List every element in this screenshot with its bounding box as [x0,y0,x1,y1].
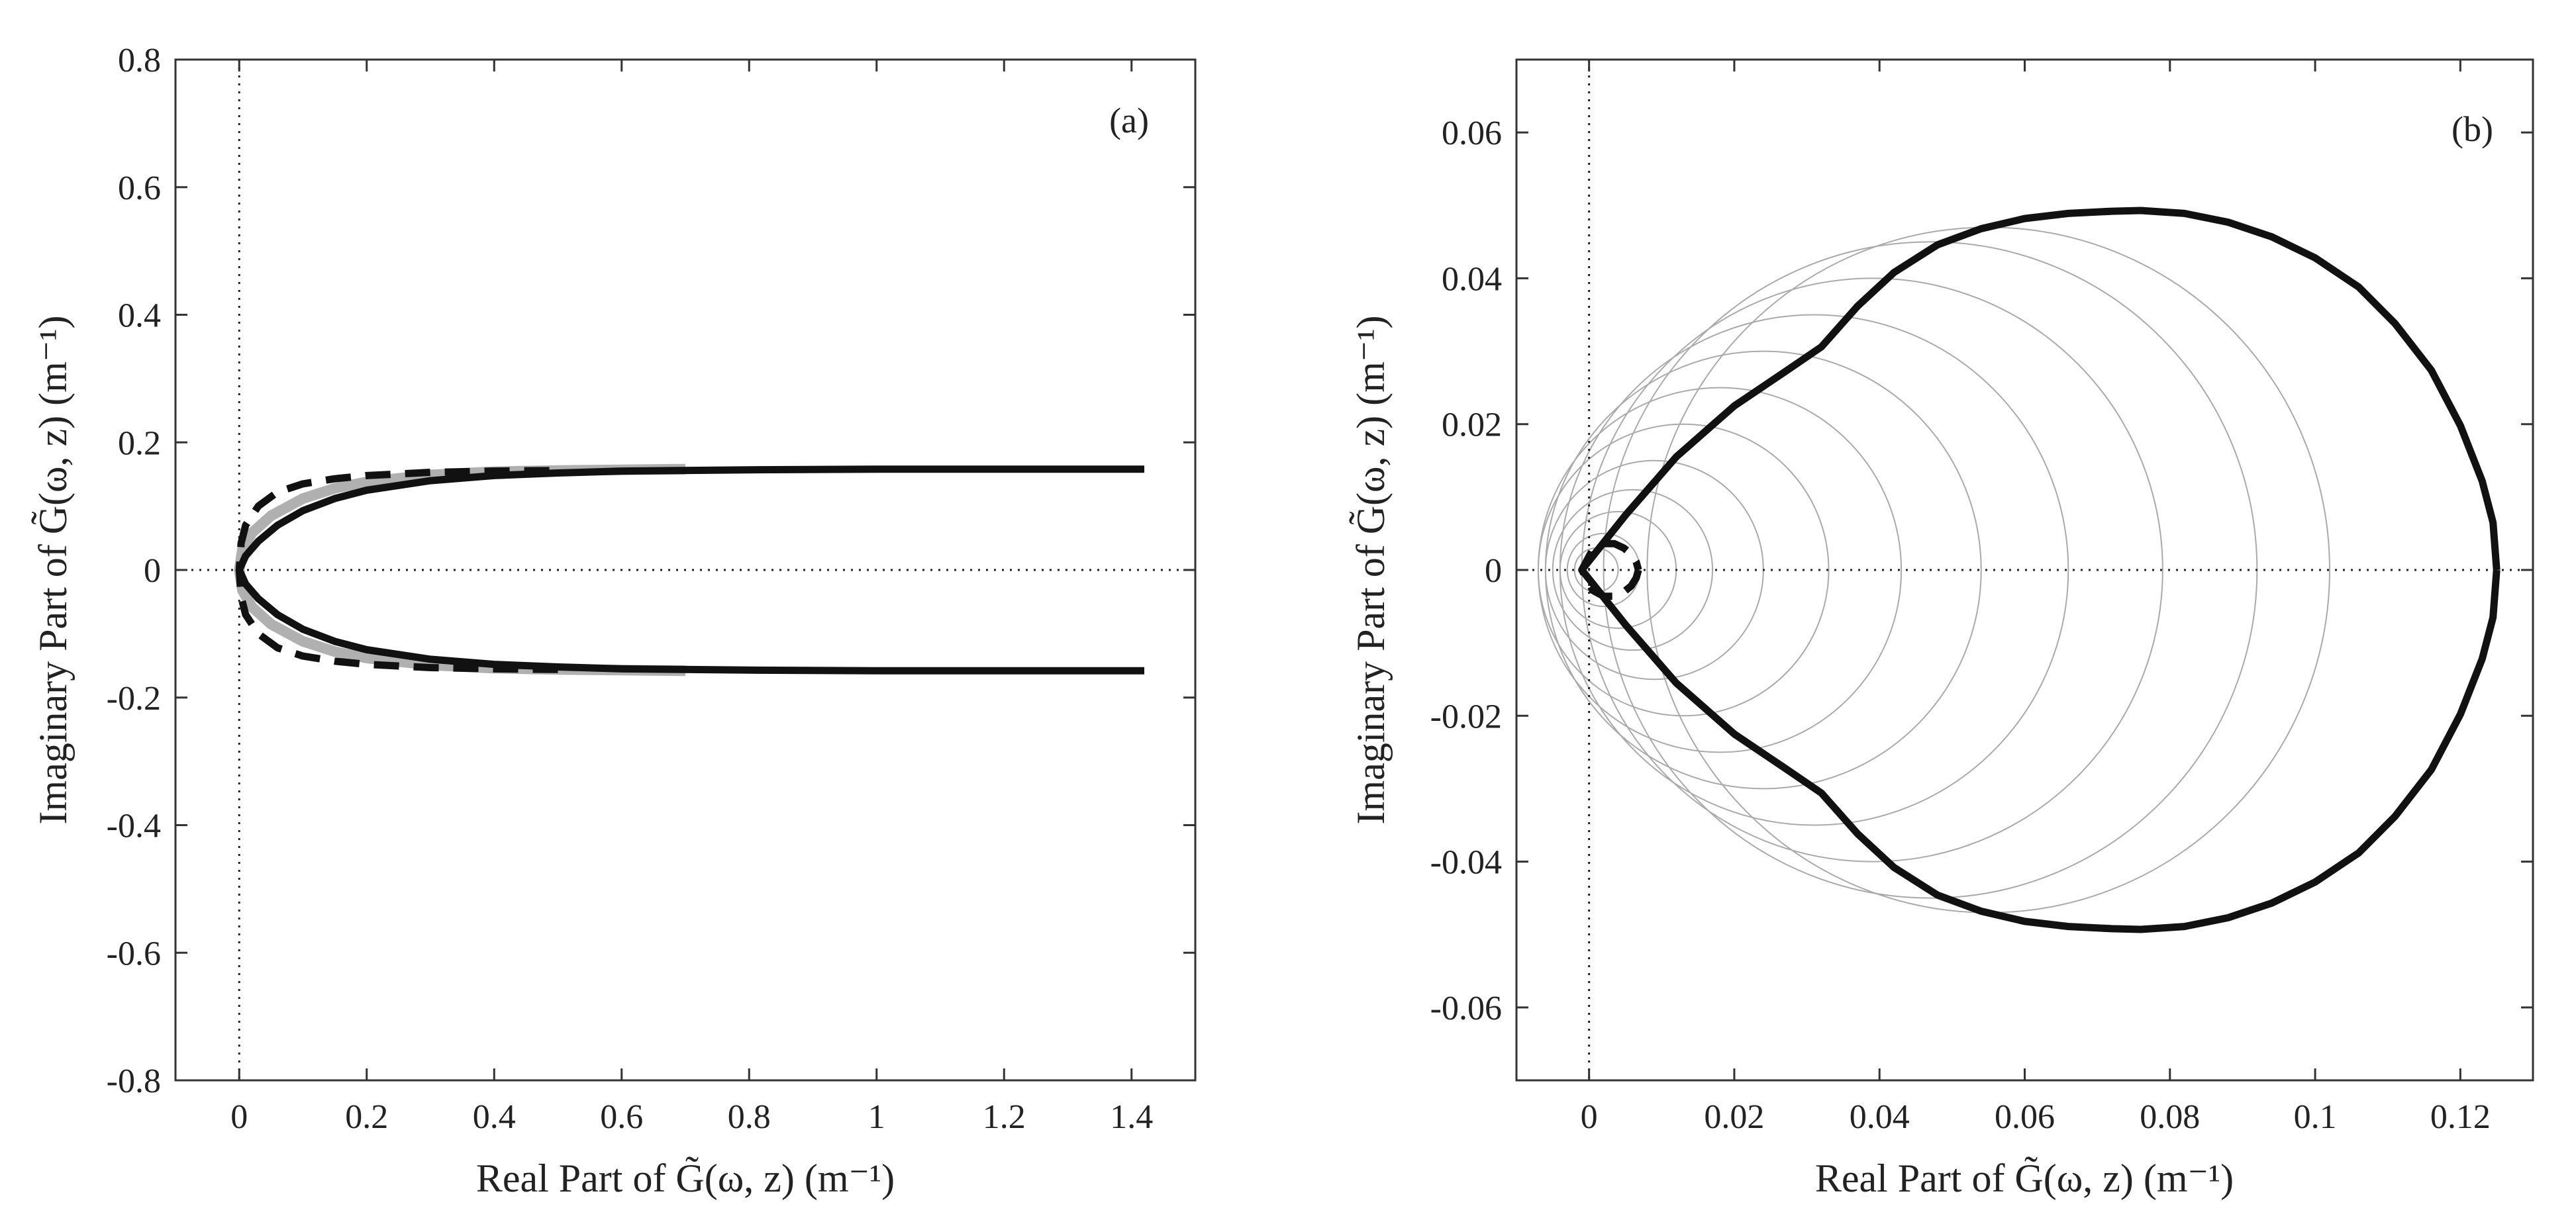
b-xtick-label: 0 [1581,1098,1598,1136]
gray-circle [1552,489,1714,651]
a-xtick-label: 1.4 [1110,1098,1153,1136]
b-xtick-label: 0.02 [1704,1098,1764,1136]
panel-a-series [234,463,1144,677]
panel-a-ylabel: Imaginary Part of G̃(ω, z) (m⁻¹) [31,316,75,825]
panel-a-label: (a) [1109,101,1149,140]
a-ytick-label: -0.4 [107,808,161,845]
b-ytick-label: -0.04 [1430,844,1502,882]
b-xtick-label: 0.1 [2294,1098,2337,1136]
a-xtick-label: 0 [230,1098,248,1136]
gray-circle [1566,532,1641,608]
gray-circle [1559,314,2069,826]
panel-b-xticks: 0 0.02 0.04 0.06 0.08 0.1 0.12 [1581,60,2491,1136]
b-ytick-label: 0.06 [1442,115,1502,152]
a-ytick-label: 0 [144,552,161,590]
a-ytick-label: -0.6 [107,935,161,972]
panel-a: 0 0.2 0.4 0.6 0.8 1 1.2 1.4 0.8 0.6 0.4 0.2 0 -0.2 -0… [31,42,1197,1200]
b-ytick-label: -0.02 [1430,698,1502,735]
b-ytick-label: 0 [1485,552,1502,590]
b-xtick-label: 0.06 [1995,1098,2055,1136]
a-ytick-label: 0.8 [118,42,161,79]
panel-a-xticks: 0 0.2 0.4 0.6 0.8 1 1.2 1.4 [230,60,1153,1136]
a-xtick-label: 0.2 [345,1098,388,1136]
a-xtick-label: 1 [868,1098,885,1136]
panel-b-series [1578,207,2501,933]
gray-circle [1537,387,1903,753]
gray-circle [1646,226,2330,914]
panel-a-xlabel: Real Part of G̃(ω, z) (m⁻¹) [476,1156,895,1200]
b-xtick-label: 0.04 [1850,1098,1910,1136]
panel-b-ylabel: Imaginary Part of G̃(ω, z) (m⁻¹) [1349,316,1393,825]
gray-circle [1544,350,1982,790]
a-xtick-label: 1.2 [983,1098,1026,1136]
b-ytick-label: 0.02 [1442,406,1502,444]
a-xtick-label: 0.4 [473,1098,516,1136]
a-ytick-label: 0.2 [118,424,161,462]
a-ytick-label: 0.6 [118,169,161,207]
b-xtick-label: 0.08 [2140,1098,2200,1136]
panel-b-label: (b) [2452,109,2493,149]
b-xtick-label: 0.12 [2430,1098,2491,1136]
b-ytick-label: 0.04 [1442,260,1502,298]
a-xtick-label: 0.6 [600,1098,643,1136]
a-ytick-label: -0.8 [107,1062,161,1100]
series-dashed-arc [1578,540,1642,600]
panel-a-yticks: 0.8 0.6 0.4 0.2 0 -0.2 -0.4 -0.6 -0.8 [107,42,1195,1100]
panel-b-xlabel: Real Part of G̃(ω, z) (m⁻¹) [1815,1156,2234,1200]
b-ytick-label: -0.06 [1430,990,1502,1027]
panel-b-yticks: 0.06 0.04 0.02 0 -0.02 -0.04 -0.06 [1430,115,2533,1027]
series-solid [235,465,1144,675]
panel-b: 0 0.02 0.04 0.06 0.08 0.1 0.12 0.06 0.04 0.02 0 -0… [1349,58,2534,1200]
a-xtick-label: 0.8 [728,1098,771,1136]
panel-b-gray-circles [1537,226,2330,914]
a-ytick-label: 0.4 [118,297,161,335]
a-ytick-label: -0.2 [107,680,161,718]
